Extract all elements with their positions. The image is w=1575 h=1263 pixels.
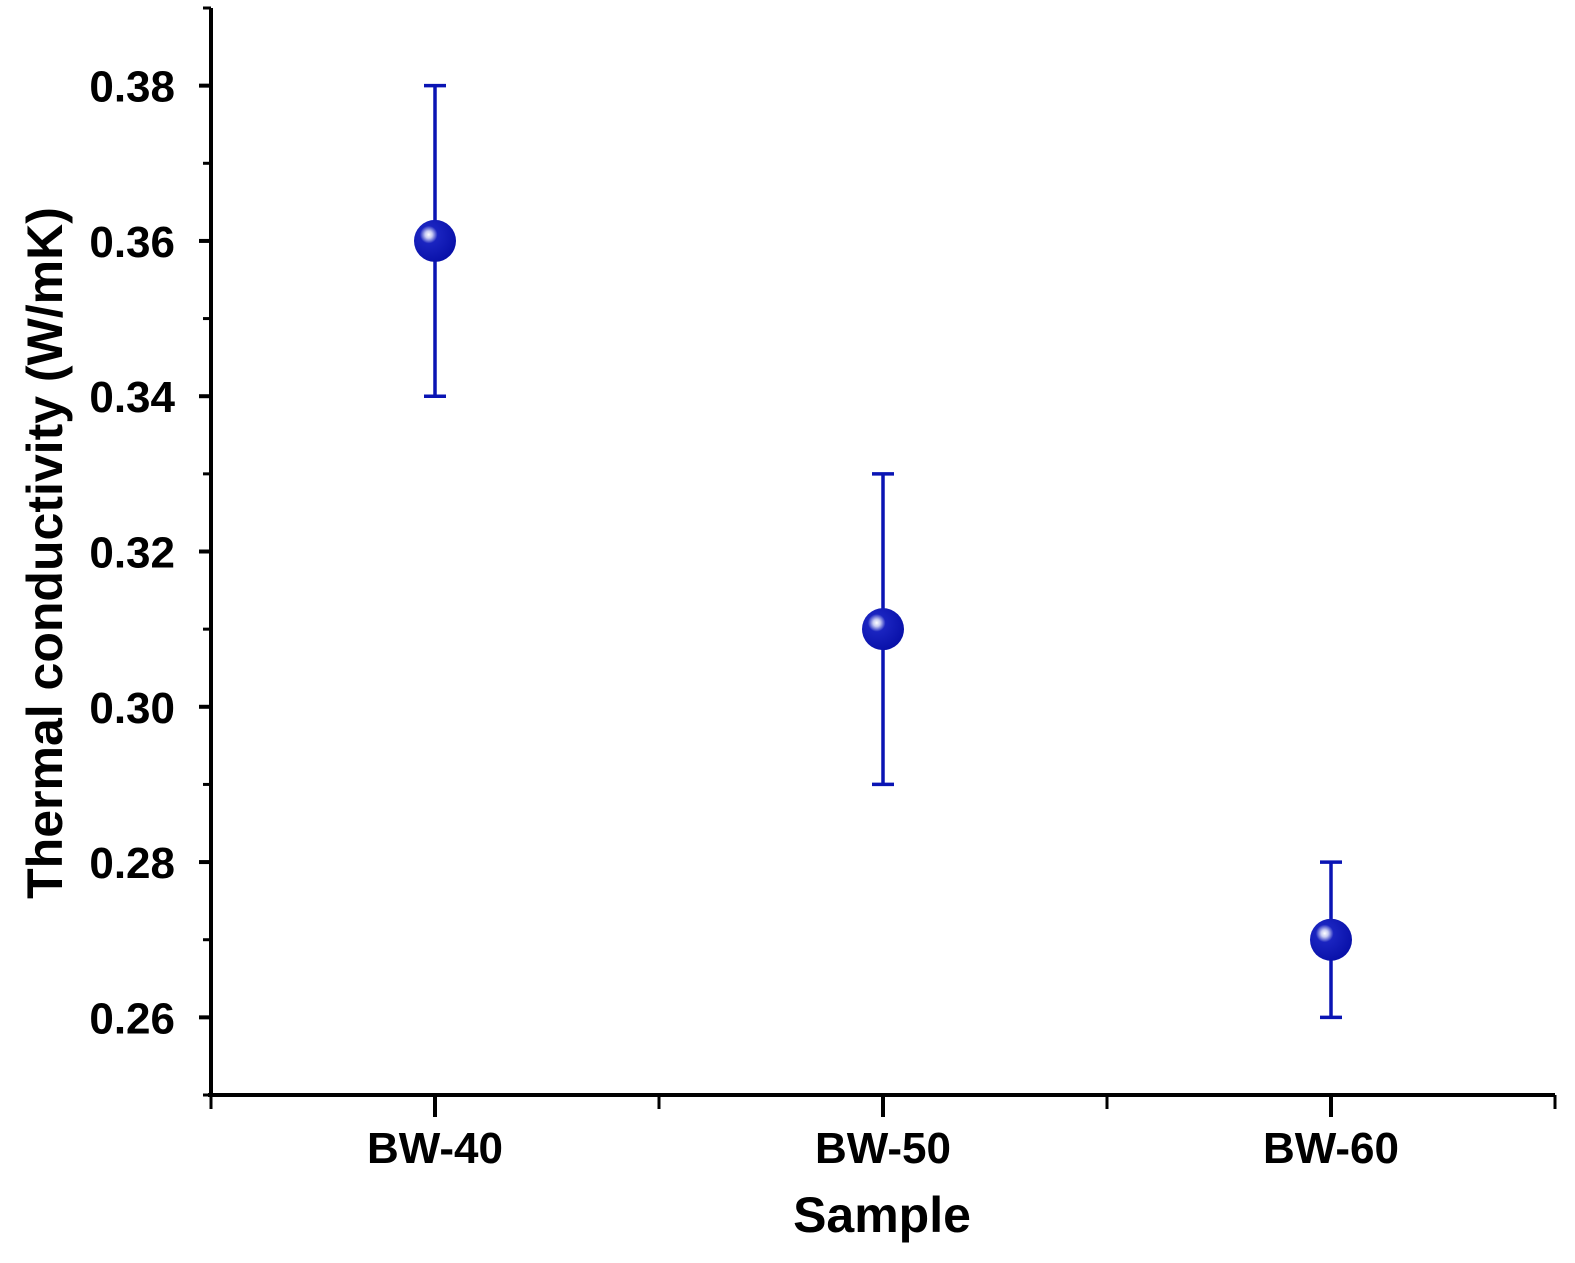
- x-tick-label: BW-40: [367, 1124, 503, 1173]
- y-axis-label: Thermal conductivity (W/mK): [17, 207, 73, 899]
- x-tick-label: BW-60: [1263, 1124, 1399, 1173]
- data-point: [1310, 918, 1352, 961]
- y-tick-label: 0.34: [89, 373, 175, 422]
- axes: 0.26 0.28 0.30 0.32 0.34 0.36 0.38 BW-40 BW-50 BW…: [89, 6, 1557, 1173]
- y-tick-label: 0.32: [89, 529, 175, 578]
- y-tick-label: 0.30: [89, 684, 175, 733]
- data-point: [862, 608, 904, 651]
- x-axis-label: Sample: [793, 1187, 971, 1243]
- x-tick-label: BW-50: [815, 1124, 951, 1173]
- y-tick-label: 0.26: [89, 994, 175, 1043]
- data-marks: [414, 83, 1352, 1020]
- y-tick-label: 0.38: [89, 63, 175, 112]
- data-point: [414, 219, 456, 262]
- y-tick-label: 0.28: [89, 839, 175, 888]
- y-tick-label: 0.36: [89, 218, 175, 267]
